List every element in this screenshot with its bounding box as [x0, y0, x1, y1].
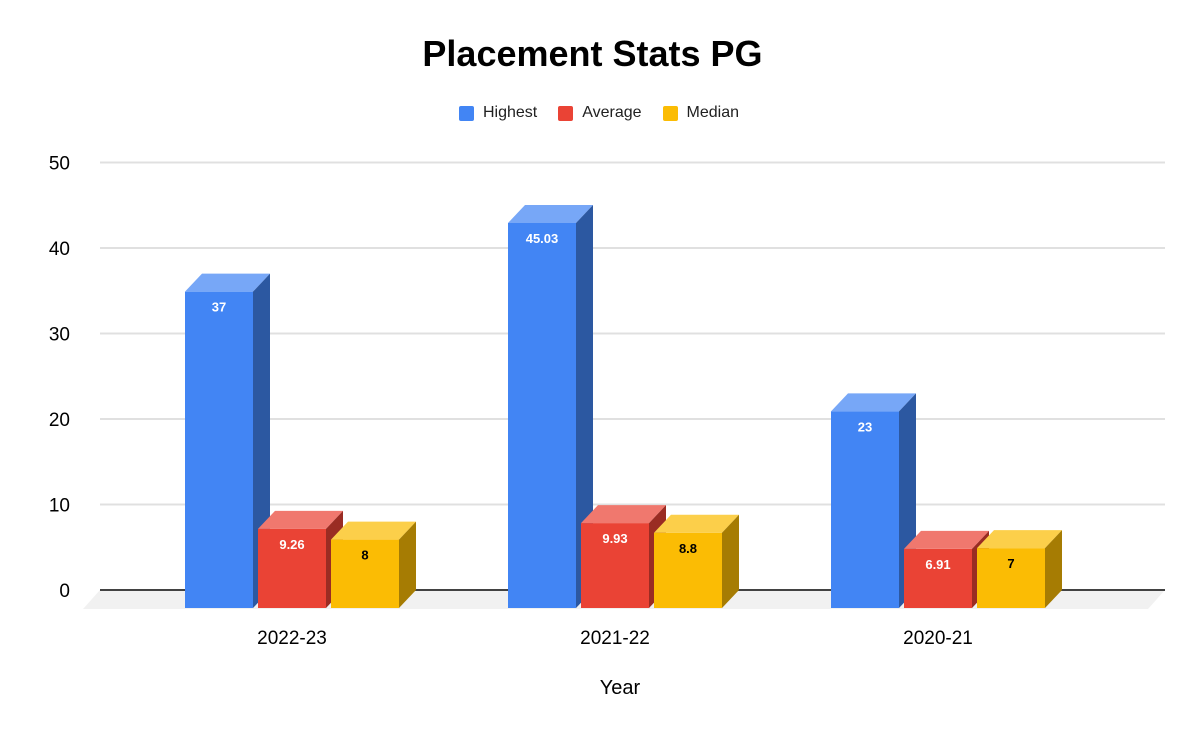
- bar-front-median-2020-21: [977, 548, 1045, 608]
- bar-top-highest-2022-23: [185, 273, 270, 292]
- legend-item-average: Average: [558, 104, 642, 122]
- bar-side-median-2022-23: [399, 521, 416, 608]
- y-tick-label: 30: [49, 325, 70, 346]
- bar-front-median-2022-23: [331, 539, 399, 608]
- bar-side-median-2020-21: [1045, 530, 1062, 608]
- legend-swatch-average: [558, 105, 574, 121]
- bar-value-label: 8.8: [679, 541, 697, 556]
- legend-item-highest: Highest: [458, 104, 538, 122]
- bar-front-average-2020-21: [904, 548, 972, 608]
- legend-item-median: Median: [662, 104, 740, 122]
- bar-top-highest-2020-21: [831, 393, 916, 412]
- bar-side-median-2021-22: [722, 514, 739, 608]
- bar-top-average-2020-21: [904, 530, 989, 549]
- bar-front-highest-2020-21: [831, 411, 899, 608]
- bar-value-label: 45.03: [526, 231, 559, 246]
- bar-front-median-2021-22: [654, 532, 722, 608]
- bar-value-label: 6.91: [925, 557, 950, 572]
- bar-value-label: 23: [858, 419, 872, 434]
- bar-value-label: 9.93: [602, 531, 627, 546]
- bar-side-highest-2021-22: [576, 204, 593, 608]
- y-tick-label: 20: [49, 410, 70, 431]
- bar-value-label: 8: [361, 548, 368, 563]
- x-category-label: 2022-23: [257, 628, 327, 649]
- bar-top-median-2020-21: [977, 530, 1062, 549]
- chart-title: Placement Stats PG: [422, 33, 763, 74]
- legend-label: Average: [582, 104, 642, 121]
- bar-top-median-2022-23: [331, 521, 416, 540]
- bar-value-label: 37: [212, 300, 226, 315]
- x-axis-title: Year: [599, 677, 641, 699]
- x-category-label: 2020-21: [903, 628, 973, 649]
- bar-top-median-2021-22: [654, 514, 739, 533]
- legend-label: Highest: [482, 104, 538, 121]
- bar-front-average-2022-23: [258, 528, 326, 608]
- bar-front-average-2021-22: [581, 523, 649, 608]
- bar-value-label: 9.26: [279, 537, 304, 552]
- bar-front-highest-2022-23: [185, 291, 253, 608]
- x-category-label: 2021-22: [580, 628, 650, 649]
- y-tick-label: 0: [59, 581, 70, 602]
- y-tick-label: 50: [49, 154, 70, 175]
- legend-label: Median: [686, 104, 740, 121]
- bar-front-highest-2021-22: [508, 222, 576, 608]
- bar-top-highest-2021-22: [508, 204, 593, 223]
- y-tick-label: 10: [49, 496, 70, 517]
- bar-top-average-2022-23: [258, 510, 343, 529]
- bar-top-average-2021-22: [581, 505, 666, 524]
- legend-swatch-highest: [458, 105, 474, 121]
- legend: Highest Average Median: [0, 104, 1198, 122]
- bar-value-label: 7: [1007, 556, 1014, 571]
- legend-swatch-median: [662, 105, 678, 121]
- y-tick-label: 40: [49, 239, 70, 260]
